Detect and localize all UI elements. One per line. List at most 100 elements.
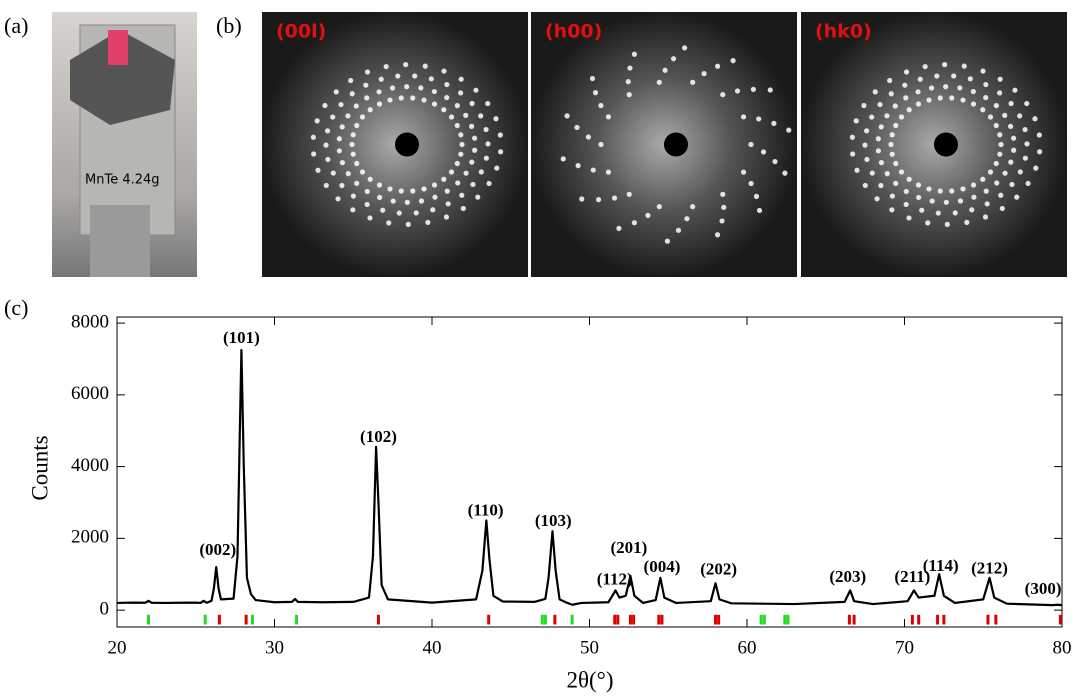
laue-spot [888,141,894,148]
x-tick-label: 50 [580,637,599,658]
laue-spot [443,214,450,220]
laue-spot [1014,194,1020,200]
peak-label: (102) [360,427,397,446]
laue-spot [376,182,383,188]
laue-spot [376,101,383,107]
image-label: (00l) [276,21,326,43]
laue-spot [1002,170,1008,176]
peak-label: (203) [829,567,866,586]
peak-label: (002) [199,540,236,559]
laue-spot [410,188,416,194]
laue-spot [983,81,989,88]
laue-spot [720,92,726,98]
laue-spot [952,210,958,216]
laue-spot [595,197,602,203]
laue-spot [970,101,977,107]
laue-spot [398,188,404,194]
laue-spot [497,132,503,138]
laue-spot [869,170,875,176]
laue-spot [454,160,460,167]
laue-spot [398,95,404,101]
laue-spot [987,169,994,175]
laue-spot [926,186,932,192]
laue-spot [463,112,469,118]
y-tick-label: 6000 [71,383,109,404]
laue-spot [364,69,371,75]
laue-spot [889,151,895,157]
laue-spot [616,225,622,231]
laue-spot [1011,147,1017,153]
laue-spot [1017,169,1023,175]
laue-spot [903,69,910,75]
laue-spot [906,107,912,113]
laue-spot [574,124,580,131]
laue-spot [893,160,899,167]
laue-spot [339,124,345,130]
laue-spot [598,141,604,148]
laue-spot [473,87,479,93]
laue-spot [354,180,360,186]
laue-spot [656,204,662,210]
laue-spot [1009,181,1015,188]
laue-spot [1002,112,1008,118]
laue-spot [1010,135,1017,141]
laue-spot [960,186,966,192]
laue-spot [917,76,923,82]
laue-spot [969,207,975,213]
laue-spot [454,122,460,129]
laue-spot [987,114,994,120]
laue-spot [1012,87,1018,93]
peak-label: (114) [923,556,959,575]
image-label: (hk0) [815,21,872,43]
laue-spot [336,148,343,154]
laue-spot [906,215,912,221]
laue-spot [605,169,612,175]
peak-label: (110) [468,500,504,519]
laue-spot [410,95,416,101]
laue-spot [367,215,373,221]
laue-spot [338,101,344,108]
laue-spot [748,141,754,148]
laue-spot [386,220,392,226]
beam-stop [934,132,958,157]
laue-spot [980,68,986,74]
laue-spot [349,91,355,97]
laue-spot [877,101,883,108]
laue-spot [898,114,905,120]
laue-spot [560,156,566,162]
laue-spot [957,198,964,204]
laue-spot [478,169,484,175]
laue-spot [468,123,475,129]
laue-spot [720,191,726,197]
laue-spot [748,180,754,187]
laue-spot [378,76,384,82]
laue-spot [459,192,465,198]
laue-spot [878,124,884,130]
laue-spot [782,170,788,176]
laue-spot [983,94,989,101]
y-tick-label: 8000 [71,311,109,332]
laue-spot [431,101,438,107]
laue-spot [598,102,604,109]
laue-spot [701,71,707,77]
laue-spot [889,132,895,138]
laue-spot [970,182,977,188]
laue-spot [893,180,899,186]
laue-spot [949,188,955,194]
laue-spot [441,68,447,74]
laue-spot [684,216,690,222]
laue-spot [916,194,922,201]
y-tick-label: 4000 [71,455,109,476]
laue-spot [1032,116,1038,122]
laue-spot [943,84,949,90]
laue-spot [448,114,455,120]
laue-spot [664,238,670,244]
laue-spot [627,65,633,71]
laue-spot [445,201,451,207]
laue-spot [389,85,396,91]
laue-spot [853,118,859,124]
laue-spot [387,186,393,192]
laue-spot [998,141,1004,148]
laue-spot [383,63,389,70]
